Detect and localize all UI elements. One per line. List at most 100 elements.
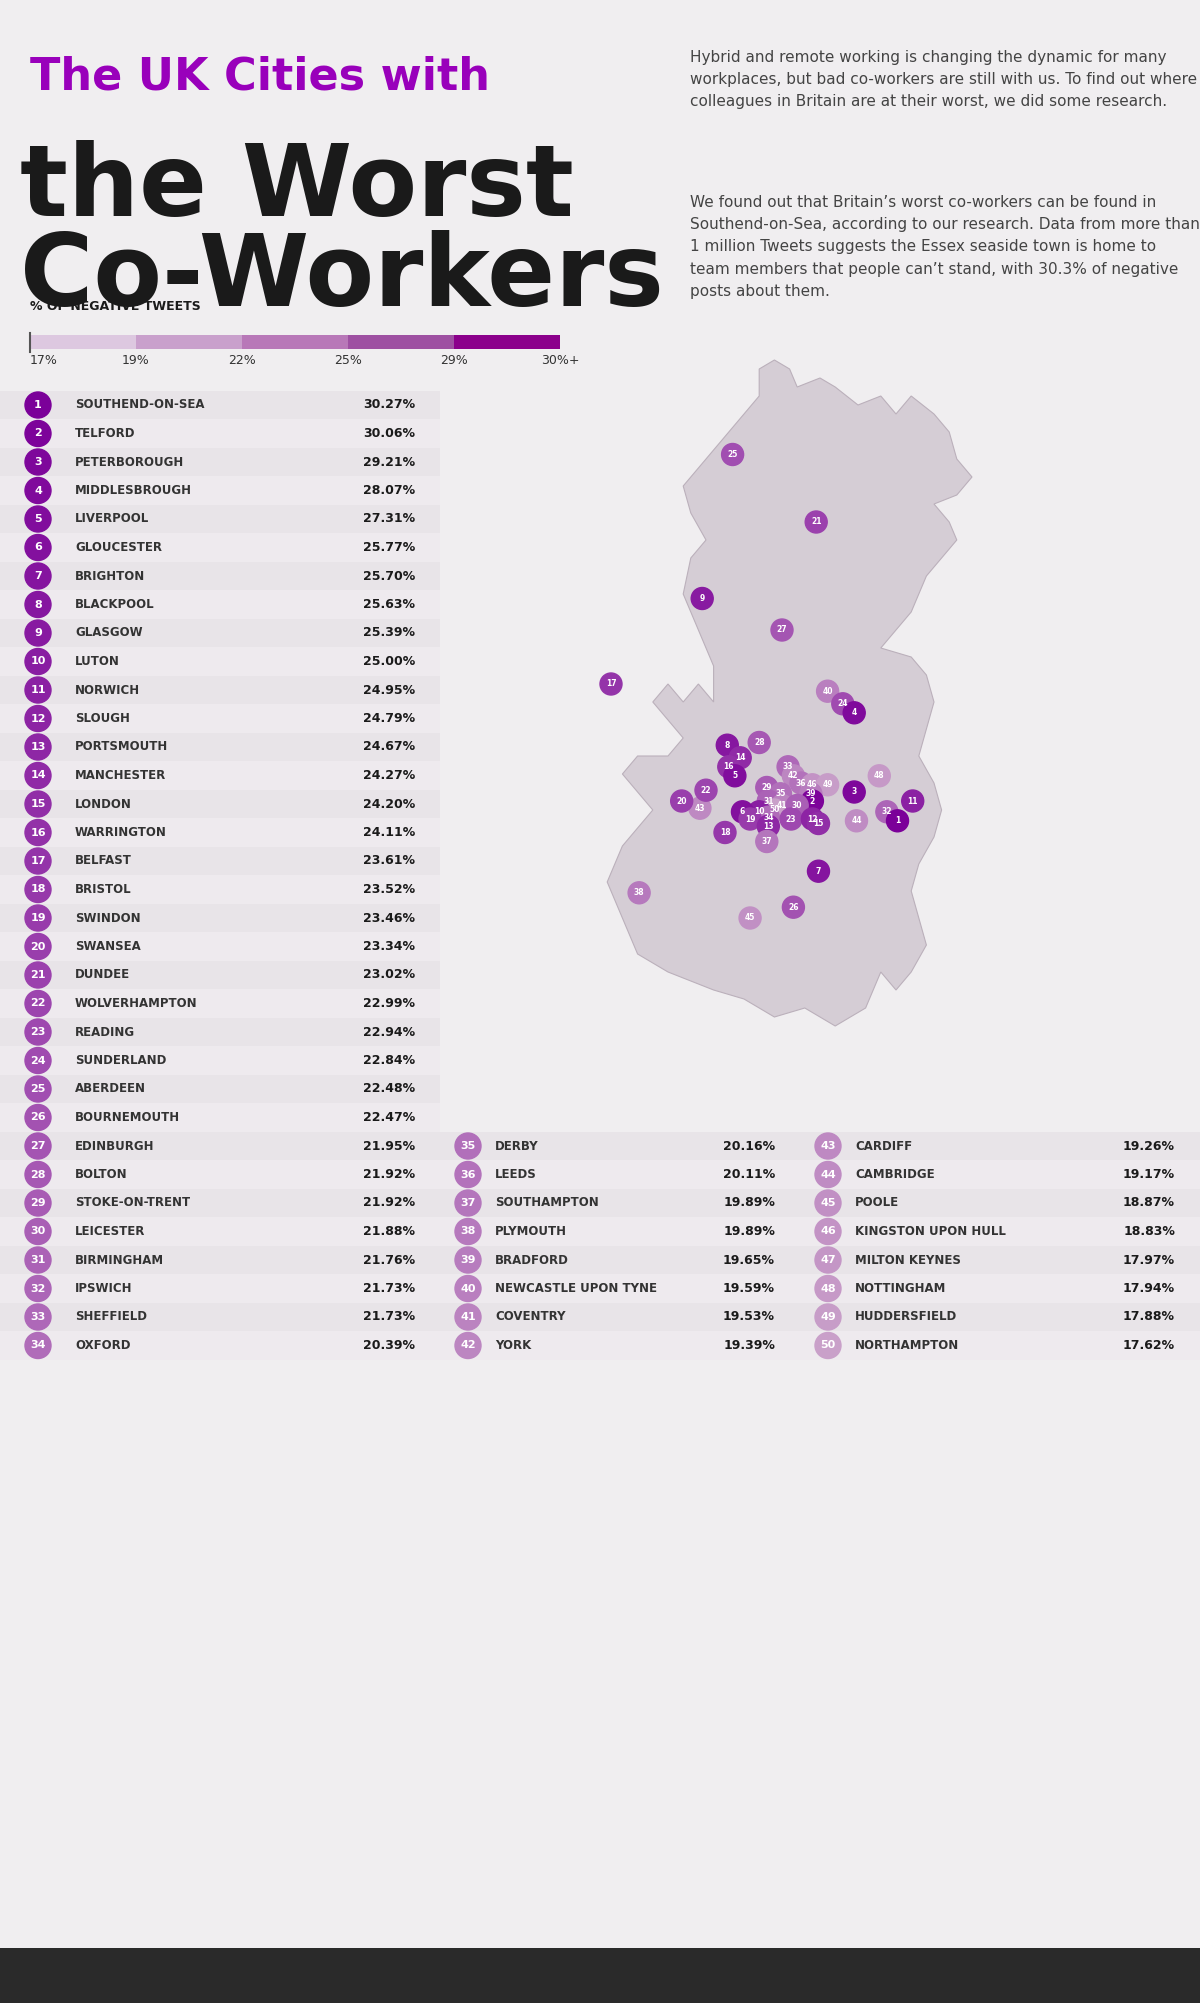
- Circle shape: [25, 705, 50, 731]
- Bar: [0, 391, 440, 419]
- Text: 14: 14: [30, 771, 46, 781]
- Bar: [0, 1076, 440, 1104]
- Text: 45: 45: [745, 913, 755, 923]
- Circle shape: [739, 907, 761, 929]
- Text: 22%: 22%: [228, 355, 256, 367]
- Text: 5: 5: [34, 515, 42, 525]
- Text: 19.53%: 19.53%: [722, 1310, 775, 1324]
- Text: 23.61%: 23.61%: [364, 855, 415, 867]
- Text: 33: 33: [782, 763, 793, 771]
- Bar: [454, 335, 560, 349]
- Circle shape: [25, 905, 50, 931]
- Circle shape: [714, 821, 736, 843]
- Text: 33: 33: [30, 1312, 46, 1322]
- Text: 19.39%: 19.39%: [724, 1338, 775, 1352]
- Text: 22.47%: 22.47%: [362, 1112, 415, 1124]
- Text: at your side: at your side: [1122, 1979, 1180, 1989]
- Text: SUNDERLAND: SUNDERLAND: [74, 1054, 167, 1068]
- Text: 19.65%: 19.65%: [722, 1254, 775, 1266]
- Bar: [800, 1274, 1200, 1302]
- Text: 37: 37: [461, 1198, 475, 1208]
- Bar: [242, 335, 348, 349]
- Text: 22: 22: [701, 785, 712, 795]
- Text: 18.83%: 18.83%: [1123, 1226, 1175, 1238]
- Text: 29.21%: 29.21%: [362, 455, 415, 469]
- Bar: [0, 591, 440, 619]
- Text: DUNDEE: DUNDEE: [74, 969, 130, 981]
- Bar: [0, 1188, 440, 1218]
- Text: BRISTOL: BRISTOL: [74, 883, 132, 895]
- Text: POOLE: POOLE: [854, 1196, 899, 1210]
- Text: IPSWICH: IPSWICH: [74, 1282, 132, 1296]
- Bar: [0, 733, 440, 761]
- Text: 31: 31: [763, 797, 774, 805]
- Text: 16: 16: [724, 763, 734, 771]
- Bar: [0, 1104, 440, 1132]
- Circle shape: [25, 563, 50, 589]
- Bar: [0, 903, 440, 931]
- Text: SHEFFIELD: SHEFFIELD: [74, 1310, 148, 1324]
- Circle shape: [25, 1134, 50, 1160]
- Text: 34: 34: [30, 1340, 46, 1350]
- Circle shape: [25, 421, 50, 447]
- Circle shape: [25, 591, 50, 617]
- Circle shape: [805, 511, 827, 533]
- Text: 35: 35: [461, 1142, 475, 1152]
- Text: 13: 13: [763, 821, 774, 831]
- Bar: [0, 1246, 440, 1274]
- Text: HUDDERSFIELD: HUDDERSFIELD: [854, 1310, 958, 1324]
- Text: 8: 8: [725, 741, 730, 749]
- Text: 21.92%: 21.92%: [362, 1196, 415, 1210]
- Circle shape: [757, 789, 779, 811]
- Text: SWANSEA: SWANSEA: [74, 939, 140, 953]
- Text: 25.39%: 25.39%: [364, 627, 415, 639]
- Text: 18: 18: [720, 827, 731, 837]
- Text: 19%: 19%: [122, 355, 150, 367]
- Text: 27.31%: 27.31%: [362, 513, 415, 525]
- Bar: [440, 1332, 800, 1360]
- Text: 25.70%: 25.70%: [362, 569, 415, 583]
- Text: 18.87%: 18.87%: [1123, 1196, 1175, 1210]
- Text: 24: 24: [838, 699, 848, 709]
- Text: 1: 1: [895, 817, 900, 825]
- Text: 25%: 25%: [334, 355, 362, 367]
- Text: YORK: YORK: [496, 1338, 532, 1352]
- Text: 13: 13: [30, 741, 46, 751]
- Text: 28.07%: 28.07%: [362, 485, 415, 497]
- Circle shape: [844, 701, 865, 723]
- Text: BOURNEMOUTH: BOURNEMOUTH: [74, 1112, 180, 1124]
- Text: the Worst: the Worst: [20, 140, 574, 236]
- Bar: [0, 477, 440, 505]
- Text: 21: 21: [811, 517, 822, 527]
- Bar: [0, 419, 440, 449]
- Text: 17.88%: 17.88%: [1123, 1310, 1175, 1324]
- Circle shape: [25, 1020, 50, 1046]
- Bar: [0, 989, 440, 1018]
- Text: 21.92%: 21.92%: [362, 1168, 415, 1182]
- Circle shape: [25, 819, 50, 845]
- Text: 29: 29: [762, 783, 772, 791]
- Circle shape: [815, 1248, 841, 1274]
- Text: 40: 40: [461, 1284, 475, 1294]
- Text: 31: 31: [30, 1256, 46, 1266]
- Bar: [0, 561, 440, 591]
- Text: MIDDLESBROUGH: MIDDLESBROUGH: [74, 485, 192, 497]
- Text: 32: 32: [30, 1284, 46, 1294]
- Bar: [800, 1132, 1200, 1160]
- Text: SOUTHEND-ON-SEA: SOUTHEND-ON-SEA: [74, 399, 204, 411]
- Bar: [348, 335, 454, 349]
- Text: Co-Workers: Co-Workers: [20, 230, 664, 326]
- Text: 39: 39: [805, 789, 816, 799]
- Circle shape: [749, 801, 770, 823]
- Text: 41: 41: [460, 1312, 476, 1322]
- Text: 49: 49: [820, 1312, 836, 1322]
- Circle shape: [800, 783, 822, 805]
- Bar: [30, 335, 136, 349]
- Circle shape: [782, 765, 804, 787]
- Bar: [0, 705, 440, 733]
- Text: 20.16%: 20.16%: [722, 1140, 775, 1152]
- Circle shape: [802, 789, 823, 811]
- Text: 22.84%: 22.84%: [362, 1054, 415, 1068]
- Text: 2: 2: [810, 797, 815, 805]
- Circle shape: [25, 763, 50, 789]
